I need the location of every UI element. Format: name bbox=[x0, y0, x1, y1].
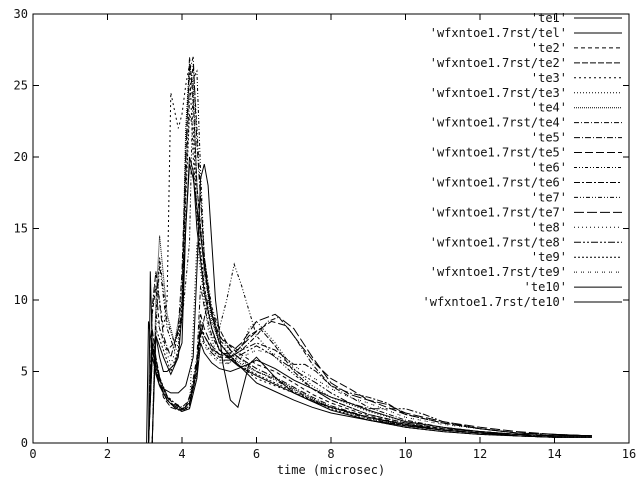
y-tick-label: 15 bbox=[14, 222, 28, 236]
y-tick-label: 25 bbox=[14, 79, 28, 93]
series-line-16 bbox=[144, 328, 592, 444]
legend-label: 'wfxntoe1.7rst/tel' bbox=[430, 26, 567, 40]
legend: 'te1''wfxntoe1.7rst/tel''te2''wfxntoe1.7… bbox=[423, 11, 622, 309]
x-tick-label: 16 bbox=[622, 447, 636, 461]
legend-label: 'te3' bbox=[531, 71, 567, 85]
x-tick-label: 0 bbox=[29, 447, 36, 461]
series-line-19 bbox=[144, 156, 592, 444]
y-tick-label: 10 bbox=[14, 293, 28, 307]
series-line-8 bbox=[144, 285, 592, 444]
series-line-14 bbox=[144, 313, 592, 444]
legend-label: 'te9' bbox=[531, 250, 567, 264]
x-tick-label: 6 bbox=[253, 447, 260, 461]
legend-label: 'wfxntoe1.7rst/te4' bbox=[430, 116, 567, 130]
series-line-18 bbox=[144, 335, 592, 444]
x-tick-label: 8 bbox=[327, 447, 334, 461]
legend-label: 'wfxntoe1.7rst/te3' bbox=[430, 86, 567, 100]
series-line-4 bbox=[144, 298, 592, 444]
y-tick-label: 0 bbox=[21, 436, 28, 450]
legend-label: 'te4' bbox=[531, 101, 567, 115]
x-tick-label: 2 bbox=[104, 447, 111, 461]
legend-label: 'te10' bbox=[524, 280, 567, 294]
series-line-15 bbox=[144, 85, 592, 444]
x-tick-label: 12 bbox=[473, 447, 487, 461]
series-line-12 bbox=[144, 321, 592, 444]
legend-label: 'wfxntoe1.7rst/te10' bbox=[423, 295, 568, 309]
legend-label: 'wfxntoe1.7rst/te7' bbox=[430, 205, 567, 219]
legend-label: 'te7' bbox=[531, 190, 567, 204]
legend-label: 'te6' bbox=[531, 161, 567, 175]
y-tick-label: 20 bbox=[14, 150, 28, 164]
legend-label: 'wfxntoe1.7rst/te8' bbox=[430, 235, 567, 249]
legend-label: 'wfxntoe1.7rst/te5' bbox=[430, 146, 567, 160]
series-line-3 bbox=[144, 56, 592, 444]
legend-label: 'te5' bbox=[531, 131, 567, 145]
y-tick-label: 5 bbox=[21, 365, 28, 379]
series-line-13 bbox=[144, 64, 592, 444]
legend-label: 'te2' bbox=[531, 41, 567, 55]
legend-label: 'te1' bbox=[531, 11, 567, 25]
legend-label: 'te8' bbox=[531, 220, 567, 234]
series-line-10 bbox=[144, 314, 592, 444]
x-tick-label: 10 bbox=[398, 447, 412, 461]
series-lines bbox=[144, 56, 592, 444]
series-line-20 bbox=[144, 342, 592, 444]
legend-label: 'wfxntoe1.7rst/te6' bbox=[430, 175, 567, 189]
y-tick-label: 30 bbox=[14, 7, 28, 21]
x-axis-label: time (microsec) bbox=[277, 463, 385, 477]
legend-label: 'wfxntoe1.7rst/te9' bbox=[430, 265, 567, 279]
legend-label: 'wfxntoe1.7rst/te2' bbox=[430, 56, 567, 70]
x-tick-label: 4 bbox=[178, 447, 185, 461]
series-line-11 bbox=[144, 69, 592, 444]
series-line-9 bbox=[144, 56, 592, 444]
axis-ticks: 0 2 4 6 8 10 12 14 16 0 5 10 15 20 25 30 bbox=[14, 7, 637, 461]
x-tick-label: 14 bbox=[547, 447, 561, 461]
